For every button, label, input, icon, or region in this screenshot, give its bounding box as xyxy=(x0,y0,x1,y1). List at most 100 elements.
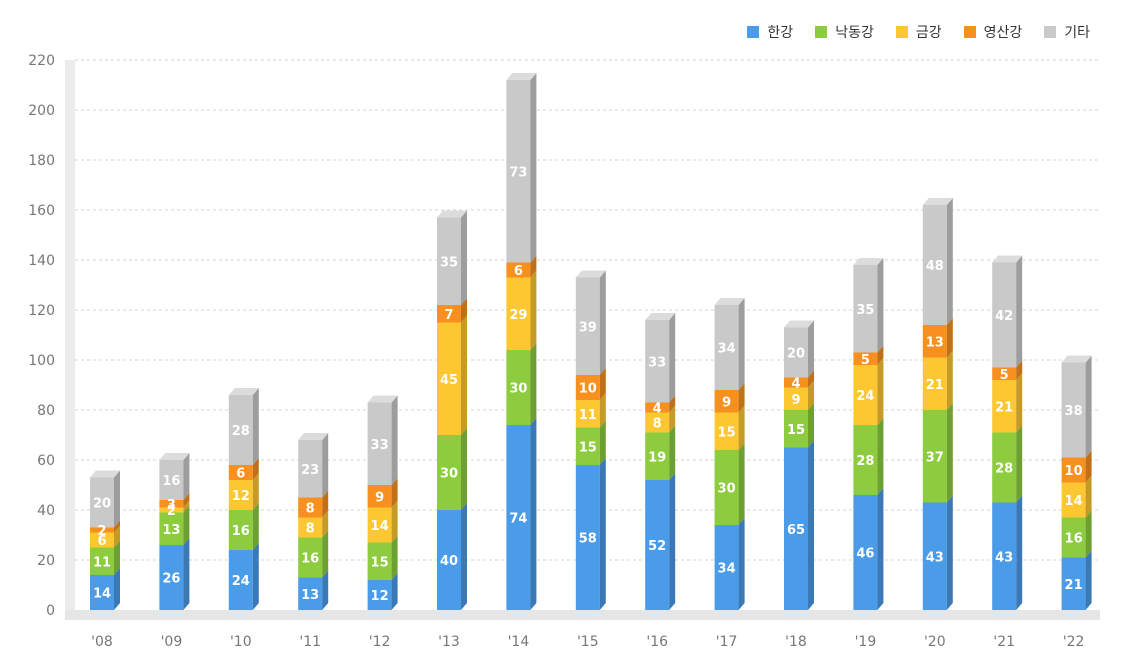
bar-segment xyxy=(992,432,1017,503)
x-tick-label: '18 xyxy=(785,634,807,650)
data-label: 11 xyxy=(579,408,597,423)
bar-side xyxy=(738,518,745,610)
bar-segment xyxy=(575,277,600,375)
bar-side xyxy=(738,298,745,390)
bar-segment xyxy=(1061,517,1086,558)
data-label: 13 xyxy=(301,588,319,603)
bar-top xyxy=(367,395,398,403)
bar-segment xyxy=(922,325,947,358)
data-label: 4 xyxy=(653,402,662,417)
x-axis-floor xyxy=(65,610,1100,620)
data-label: 5 xyxy=(861,353,870,368)
bar-stack: 12 15 14 9 33 xyxy=(367,395,398,610)
data-label: 8 xyxy=(306,502,315,517)
bar-segment xyxy=(1061,362,1086,458)
bar-top xyxy=(575,270,606,278)
legend-swatch xyxy=(1044,26,1057,38)
bar-side xyxy=(252,388,259,465)
bar-side xyxy=(599,458,606,610)
legend-swatch xyxy=(963,26,976,38)
data-label: 15 xyxy=(371,555,389,570)
data-label: 45 xyxy=(440,373,458,388)
data-label: 15 xyxy=(718,425,736,440)
data-label: 35 xyxy=(856,303,874,318)
bar-side xyxy=(946,318,953,358)
bar-segment xyxy=(298,577,323,610)
bar-segment xyxy=(714,390,739,413)
bar-stack: 52 19 84 33 xyxy=(645,313,676,610)
bar-stack: 14 11 62 20 xyxy=(90,470,120,610)
bar-segment xyxy=(367,402,392,485)
bar-stack: 13 16 8 8 23 xyxy=(298,433,329,610)
bar-side xyxy=(599,270,606,375)
bar-segment xyxy=(784,387,808,410)
legend-item: 기타 xyxy=(1044,22,1090,42)
bar-segment xyxy=(298,497,323,518)
x-tick-label: '19 xyxy=(855,634,877,650)
data-label: 2 xyxy=(167,504,176,519)
data-label: 30 xyxy=(440,467,458,482)
bar-top xyxy=(90,470,120,478)
bar-top xyxy=(645,313,676,320)
legend: 한강 낙동강 금강 영산강 기타 xyxy=(747,22,1090,42)
y-tick-label: 80 xyxy=(37,403,55,419)
bar-side xyxy=(391,573,398,610)
bar-stack: 40 30 45 7 35 xyxy=(437,210,467,610)
bar-side xyxy=(252,473,259,510)
bar-segment xyxy=(575,465,600,610)
data-label: 10 xyxy=(579,382,597,397)
bar-side xyxy=(808,370,814,388)
bar-segment xyxy=(437,305,461,323)
y-tick-label: 160 xyxy=(28,203,55,219)
bar-segment xyxy=(992,367,1017,380)
data-label: 29 xyxy=(509,308,527,323)
data-label: 20 xyxy=(93,497,111,512)
legend-label: 기타 xyxy=(1064,25,1090,41)
bar-side xyxy=(1085,475,1092,518)
data-label: 7 xyxy=(444,308,453,323)
bar-segment xyxy=(367,580,392,610)
bar-segment xyxy=(228,480,253,510)
bar-side xyxy=(946,403,953,503)
bar-side xyxy=(877,258,884,353)
bar-side xyxy=(669,473,676,610)
bar-segment xyxy=(1061,457,1086,483)
bar-segment xyxy=(437,435,461,510)
bar-side xyxy=(1016,495,1023,610)
legend-label: 금강 xyxy=(915,25,942,41)
data-label: 52 xyxy=(648,539,666,554)
bar-side xyxy=(183,538,190,610)
data-label: 28 xyxy=(995,462,1013,477)
bar-side xyxy=(183,493,190,508)
bar-segment xyxy=(90,532,114,548)
bar-segment xyxy=(714,305,739,390)
bar-side xyxy=(1016,373,1023,433)
bar-segment xyxy=(1061,482,1086,518)
bar-stack: 24 16 12 6 28 xyxy=(228,388,259,610)
bar-side xyxy=(599,420,606,465)
bar-side xyxy=(1085,355,1092,458)
bar-top xyxy=(159,453,190,460)
bar-segment xyxy=(90,477,114,528)
bar-side xyxy=(877,418,884,495)
bar-side xyxy=(252,458,259,480)
bar-side xyxy=(252,543,259,610)
x-tick-label: '16 xyxy=(646,634,668,650)
bar-stack: 46 28 24 5 35 xyxy=(853,258,884,610)
data-label: 19 xyxy=(648,450,666,465)
data-label: 33 xyxy=(648,355,666,370)
bar-side xyxy=(808,380,814,410)
bar-segment xyxy=(298,517,323,538)
y-tick-label: 200 xyxy=(28,103,55,119)
data-label: 16 xyxy=(301,552,319,567)
bar-side xyxy=(322,433,329,498)
x-tick-label: '10 xyxy=(230,634,252,650)
data-label: 30 xyxy=(718,482,736,497)
data-label: 6 xyxy=(514,264,523,279)
bar-segment xyxy=(992,262,1017,368)
y-axis-wall xyxy=(65,60,75,614)
bar-segment xyxy=(159,512,184,545)
bar-side xyxy=(322,510,329,538)
bar-side xyxy=(114,525,120,548)
